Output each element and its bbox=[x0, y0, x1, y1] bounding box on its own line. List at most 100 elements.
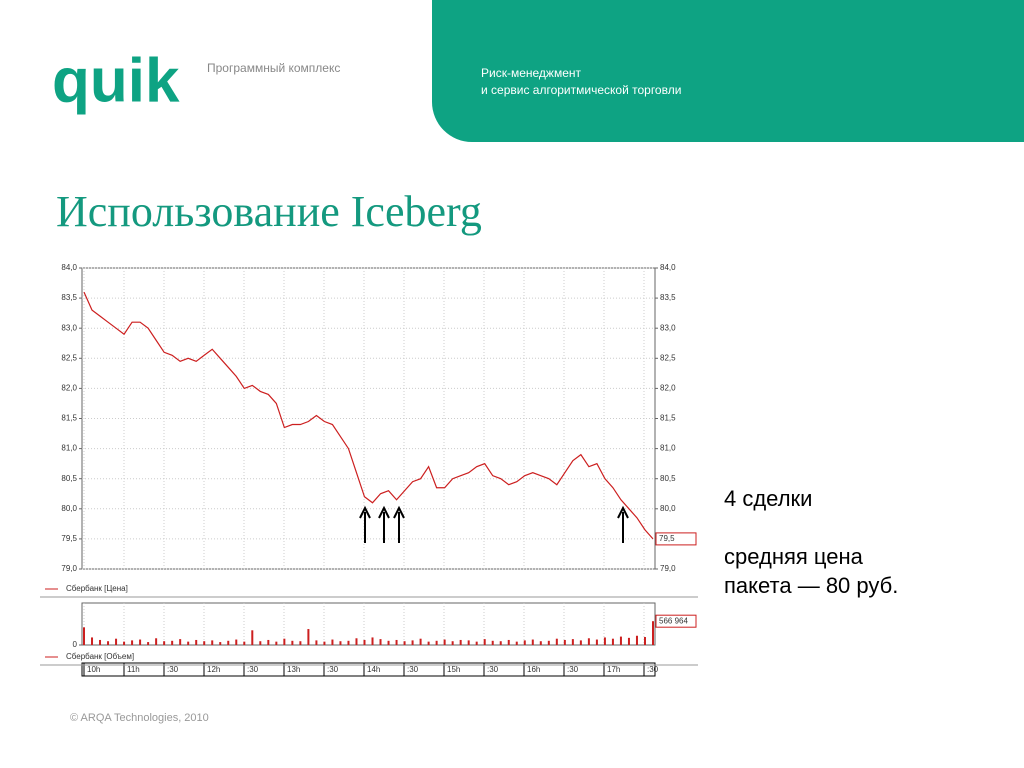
volume-bar bbox=[155, 638, 158, 645]
y2-tick-label: 83,0 bbox=[660, 323, 676, 332]
volume-bar bbox=[652, 621, 654, 645]
y-tick-label: 82,0 bbox=[61, 384, 77, 393]
volume-bar bbox=[611, 638, 614, 645]
volume-bar bbox=[507, 639, 510, 645]
volume-bar bbox=[283, 638, 286, 645]
last-value-label: 79,5 bbox=[659, 534, 675, 543]
volume-bar bbox=[451, 641, 454, 645]
y-tick-label: 79,0 bbox=[61, 564, 77, 573]
volume-bar bbox=[91, 637, 94, 645]
volume-bar bbox=[131, 640, 134, 645]
price-line bbox=[83, 291, 654, 540]
time-label: 15h bbox=[447, 665, 460, 674]
volume-bar bbox=[403, 641, 406, 645]
volume-bar bbox=[427, 641, 430, 645]
y-tick-label: 80,5 bbox=[61, 474, 77, 483]
time-label: :30 bbox=[647, 665, 659, 674]
volume-bar bbox=[323, 641, 326, 645]
volume-bar bbox=[299, 641, 302, 645]
volume-bar bbox=[179, 639, 182, 645]
volume-bar bbox=[187, 641, 190, 645]
volume-bar bbox=[339, 641, 342, 645]
plot-area bbox=[81, 602, 656, 646]
volume-bar bbox=[251, 630, 254, 645]
time-label: :30 bbox=[167, 665, 179, 674]
volume-bar bbox=[467, 640, 470, 645]
volume-bar bbox=[571, 639, 574, 645]
logo: quik bbox=[52, 46, 180, 115]
volume-bar bbox=[331, 639, 334, 645]
y-tick-label: 0 bbox=[73, 640, 78, 649]
volume-bar bbox=[227, 640, 230, 645]
volume-bar bbox=[147, 642, 150, 645]
volume-bar bbox=[347, 640, 350, 645]
volume-bar bbox=[643, 637, 646, 645]
volume-bar bbox=[307, 629, 310, 645]
time-label: 13h bbox=[287, 665, 300, 674]
volume-bar bbox=[195, 639, 198, 645]
note: пакета — 80 руб. bbox=[724, 573, 898, 598]
volume-bar bbox=[363, 639, 366, 645]
volume-bar bbox=[547, 640, 550, 645]
y-tick-label: 84,0 bbox=[61, 263, 77, 272]
time-label: 16h bbox=[527, 665, 540, 674]
y2-tick-label: 83,5 bbox=[660, 293, 676, 302]
volume-bar bbox=[371, 637, 374, 645]
last-value-box bbox=[655, 614, 697, 628]
volume-bar bbox=[235, 639, 238, 645]
time-label: 10h bbox=[87, 665, 100, 674]
y2-tick-label: 81,5 bbox=[660, 414, 676, 423]
plot-area bbox=[81, 267, 656, 570]
time-label: :30 bbox=[487, 665, 499, 674]
last-value-box bbox=[655, 532, 697, 546]
volume-bar bbox=[99, 639, 102, 645]
volume-bar bbox=[619, 636, 622, 645]
volume-bar bbox=[499, 641, 502, 645]
time-label: :30 bbox=[247, 665, 259, 674]
volume-bar bbox=[379, 639, 382, 645]
legend-label: Сбербанк [Цена] bbox=[66, 584, 128, 593]
volume-bar bbox=[483, 639, 486, 645]
volume-bar bbox=[243, 641, 246, 645]
y-tick-label: 81,5 bbox=[61, 414, 77, 423]
volume-bar bbox=[387, 640, 390, 645]
volume-bar bbox=[315, 640, 318, 645]
deal-arrowhead bbox=[617, 505, 629, 519]
volume-bar bbox=[523, 640, 526, 645]
time-label: :30 bbox=[567, 665, 579, 674]
volume-bar bbox=[123, 641, 126, 645]
y2-tick-label: 81,0 bbox=[660, 444, 676, 453]
volume-bar bbox=[219, 642, 222, 645]
volume-bar bbox=[515, 641, 518, 645]
tagline: Риск-менеджмент bbox=[481, 66, 581, 80]
volume-bar bbox=[603, 637, 606, 645]
volume-bar bbox=[275, 641, 278, 645]
y-tick-label: 82,5 bbox=[61, 353, 77, 362]
volume-bar bbox=[579, 640, 582, 645]
volume-bar bbox=[267, 639, 270, 645]
time-label: 14h bbox=[367, 665, 380, 674]
volume-bar bbox=[635, 635, 638, 645]
volume-bar bbox=[203, 641, 206, 645]
deal-arrowhead bbox=[359, 505, 371, 519]
time-label: 17h bbox=[607, 665, 620, 674]
footer: © ARQA Technologies, 2010 bbox=[70, 712, 209, 724]
y-tick-label: 81,0 bbox=[61, 444, 77, 453]
tagline: и сервис алгоритмической торговли bbox=[481, 83, 681, 97]
note: средняя цена bbox=[724, 544, 864, 569]
volume-bar bbox=[115, 638, 118, 645]
time-label: 11h bbox=[127, 665, 140, 674]
time-label: :30 bbox=[407, 665, 419, 674]
volume-bar bbox=[419, 638, 422, 645]
time-axis bbox=[81, 662, 656, 677]
y-tick-label: 83,0 bbox=[61, 323, 77, 332]
y2-tick-label: 80,0 bbox=[660, 504, 676, 513]
volume-bar bbox=[163, 641, 166, 645]
volume-bar bbox=[107, 641, 110, 645]
y2-tick-label: 82,0 bbox=[660, 384, 676, 393]
volume-bar bbox=[139, 639, 142, 645]
volume-bar bbox=[555, 638, 558, 645]
volume-bar bbox=[435, 640, 438, 645]
volume-bar bbox=[259, 641, 262, 645]
